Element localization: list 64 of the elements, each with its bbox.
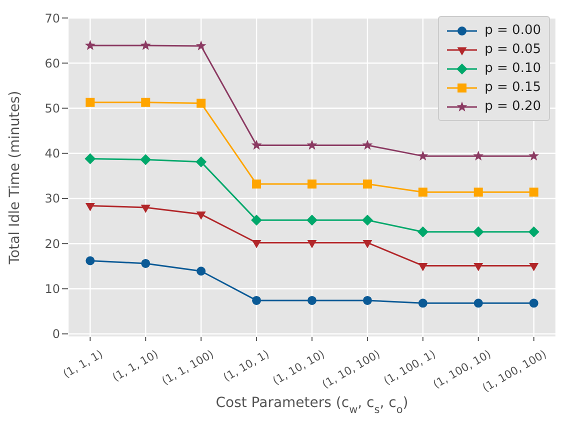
x-tick-label: (1, 1, 10)	[110, 348, 161, 384]
point	[362, 140, 373, 150]
point	[474, 188, 483, 197]
point	[196, 212, 206, 220]
legend-label: p = 0.20	[484, 99, 541, 114]
point	[529, 262, 539, 272]
point	[86, 256, 95, 266]
x-tick-label: (1, 10, 1)	[221, 348, 272, 384]
legend-label: p = 0.10	[484, 61, 541, 76]
point	[528, 150, 540, 161]
point	[140, 40, 151, 50]
point	[196, 266, 206, 276]
point	[196, 156, 207, 168]
point	[140, 204, 150, 214]
point	[251, 214, 262, 226]
point	[141, 258, 150, 268]
point	[84, 40, 96, 50]
point	[308, 180, 316, 189]
point	[140, 154, 152, 166]
point	[252, 180, 262, 189]
y-tick-label: 60	[44, 56, 60, 70]
point	[362, 180, 372, 189]
x-axis-title: Cost Parameters (c$_{w}$, c$_{s}$, c$_{o}$)	[216, 395, 408, 416]
point	[362, 214, 373, 226]
point	[252, 240, 262, 248]
point	[474, 298, 483, 308]
y-tick-label: 0	[52, 327, 60, 342]
y-axis-title: Total Idle Time (minutes)	[6, 90, 23, 266]
y-tick-label: 10	[44, 282, 60, 296]
y-tick-label: 40	[44, 146, 60, 161]
point	[141, 98, 150, 107]
point	[196, 40, 206, 50]
point	[85, 202, 95, 212]
point	[418, 188, 428, 197]
point	[474, 262, 484, 272]
point	[306, 140, 318, 150]
point	[307, 240, 317, 248]
point	[251, 140, 262, 150]
x-tick-label: (1, 1, 100)	[160, 348, 216, 388]
point	[529, 298, 538, 308]
point	[84, 153, 96, 164]
legend-label: p = 0.15	[484, 80, 541, 95]
point	[308, 296, 316, 305]
y-tick-label: 70	[44, 11, 60, 26]
point	[362, 240, 372, 248]
point	[529, 188, 538, 197]
y-tick-label: 20	[44, 236, 60, 251]
point	[86, 98, 95, 107]
point	[196, 98, 206, 108]
point	[362, 296, 372, 305]
legend-label: p = 0.00	[484, 23, 541, 38]
point	[472, 226, 484, 238]
point	[418, 262, 428, 272]
point	[417, 226, 428, 238]
y-tick-label: 30	[44, 192, 60, 206]
point	[306, 214, 318, 226]
y-tick-label: 50	[44, 102, 60, 116]
point	[418, 150, 428, 161]
point	[418, 298, 428, 308]
point	[473, 150, 484, 161]
point	[528, 226, 540, 238]
legend-label: p = 0.05	[484, 42, 541, 57]
point	[252, 296, 262, 305]
x-tick-label: (1, 1, 1)	[60, 348, 106, 381]
